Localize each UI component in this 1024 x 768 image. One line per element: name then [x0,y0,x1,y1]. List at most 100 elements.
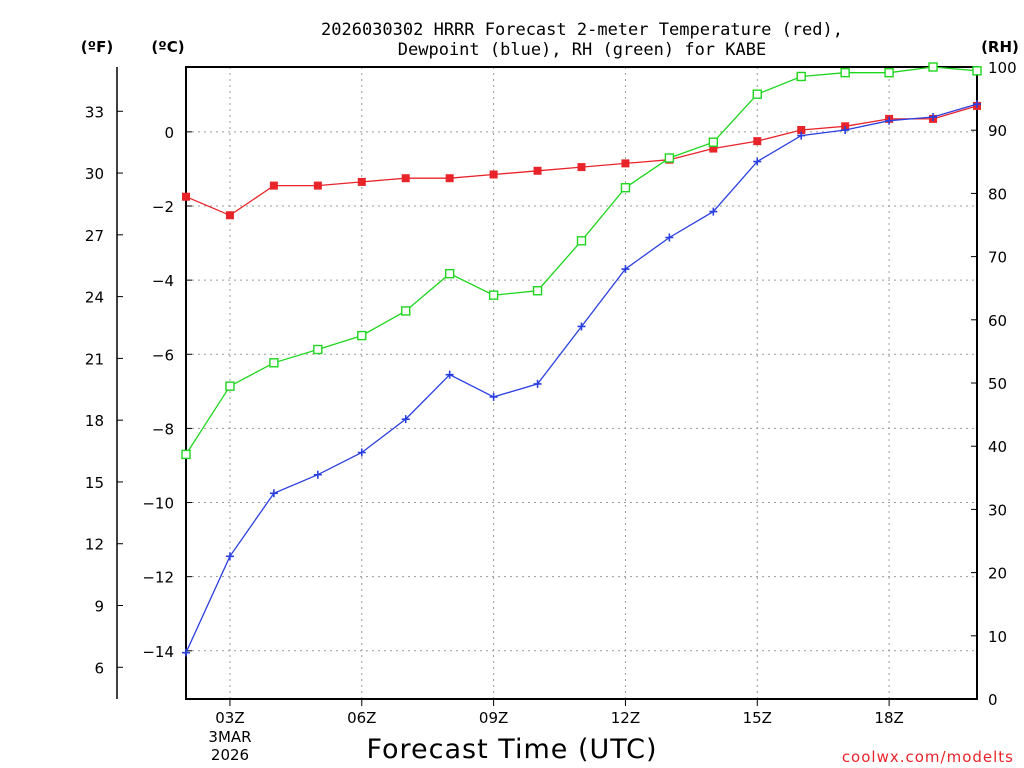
dewpoint-point [182,648,190,657]
fahrenheit-tick-label: 15 [85,474,104,492]
fahrenheit-axis-unit: (ºF) [81,38,113,56]
fahrenheit-tick-label: 6 [94,659,104,677]
dewpoint-point [401,415,410,424]
dewpoint-point [577,322,586,331]
rh-tick-label: 100 [988,59,1017,77]
rh-point [840,67,850,78]
celsius-tick-label: −12 [142,569,174,587]
fahrenheit-tick-label: 24 [85,289,104,307]
fahrenheit-tick-label: 12 [85,536,104,554]
dewpoint-point [621,265,630,274]
rh-tick-label: 30 [988,501,1007,519]
rh-point [357,330,367,341]
chart-title-line2: Dewpoint (blue), RH (green) for KABE [398,40,766,60]
rh-point [752,89,762,99]
dewpoint-point [225,552,234,561]
rh-point [664,153,675,163]
celsius-tick-label: −14 [142,643,174,661]
dewpoint-point [313,470,322,479]
temperature-line [185,105,978,217]
temperature-point [225,211,234,220]
rh-point [532,286,543,296]
rh-point [488,290,499,300]
x-axis-title: Forecast Time (UTC) [366,734,657,765]
rh-point [269,358,279,368]
rh-tick-label: 60 [988,312,1007,330]
fahrenheit-tick-label: 30 [85,165,104,183]
rh-tick-label: 10 [988,628,1007,646]
dewpoint-point [797,131,806,140]
x-tick-label: 12Z [611,709,640,727]
rh-point [928,62,938,72]
fahrenheit-tick-label: 33 [85,103,104,121]
x-tick-label: 03Z [215,709,244,727]
dewpoint-line [185,103,978,653]
x-tick-label: 06Z [347,709,376,727]
temperature-point [753,137,762,146]
temperature-point [445,174,454,183]
temperature-point [357,177,366,186]
celsius-tick-label: −10 [142,495,174,513]
plot-frame [185,66,978,700]
rh-tick-label: 40 [988,438,1007,456]
rh-point [313,344,323,355]
fahrenheit-tick-label: 21 [85,350,104,368]
dewpoint-point [929,113,938,122]
temperature-point [313,181,322,190]
rh-point [708,137,719,147]
rh-axis-unit: (RH) [981,38,1019,56]
rh-tick-label: 50 [988,375,1007,393]
site-credit[interactable]: coolwx.com/modelts [842,748,1014,766]
rh-point [444,268,455,279]
dewpoint-point [841,126,850,135]
dewpoint-point [753,157,762,166]
fahrenheit-tick-label: 27 [85,227,104,245]
rh-line [185,66,978,455]
x-date-line2: 2026 [211,746,249,764]
rh-tick-label: 70 [988,249,1007,267]
rh-point [225,381,235,391]
temperature-point [577,163,586,172]
rh-tick-label: 0 [988,691,998,709]
rh-tick-label: 80 [988,185,1007,203]
rh-tick-label: 20 [988,565,1007,583]
temperature-point [489,170,498,179]
rh-point [884,67,894,78]
x-tick-label: 15Z [743,709,772,727]
temperature-point [797,126,806,135]
celsius-tick-label: −4 [152,272,174,290]
celsius-tick-label: −6 [152,346,174,364]
rh-point [796,71,806,82]
fahrenheit-tick-label: 18 [85,412,104,430]
rh-point [401,306,411,316]
dewpoint-point [269,489,278,498]
dewpoint-point [973,100,981,109]
dewpoint-point [709,207,718,216]
temperature-point [533,166,542,175]
dewpoint-point [445,370,454,379]
x-date-line1: 3MAR [208,728,251,746]
dewpoint-point [489,392,498,401]
dewpoint-point [665,233,674,242]
rh-point [972,66,982,76]
temperature-point [621,159,630,168]
temperature-point [182,192,190,201]
temperature-point [269,181,278,190]
temperature-point [401,174,410,183]
rh-tick-label: 90 [988,122,1007,140]
fahrenheit-tick-label: 9 [94,598,104,616]
celsius-axis-unit: (ºC) [151,38,184,56]
chart-title-line1: 2026030302 HRRR Forecast 2-meter Tempera… [321,20,843,40]
dewpoint-point [885,116,894,125]
rh-point [620,183,631,193]
rh-point [181,449,191,460]
rh-point [576,236,587,246]
temperature-point [709,144,718,153]
x-tick-label: 18Z [874,709,903,727]
dewpoint-point [357,448,366,457]
x-tick-label: 09Z [479,709,508,727]
celsius-tick-label: 0 [164,124,174,142]
dewpoint-point [533,379,542,388]
celsius-tick-label: −8 [152,420,174,438]
